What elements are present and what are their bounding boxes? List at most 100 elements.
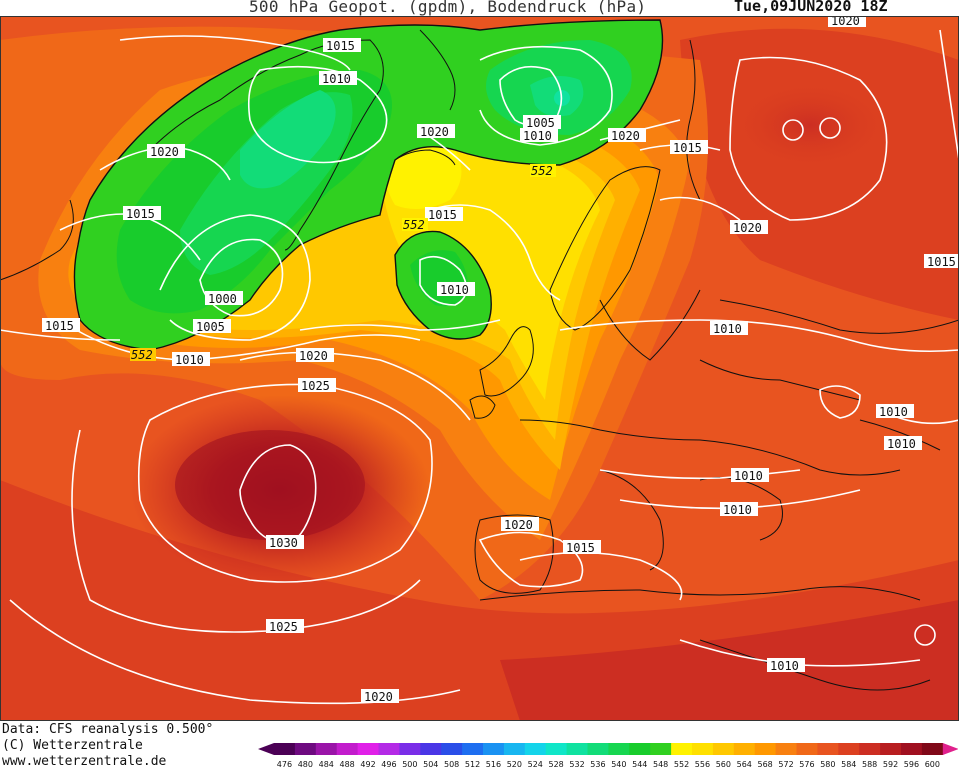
label-1015-e: 1015 bbox=[425, 207, 463, 222]
isobar-1015-north bbox=[119, 35, 351, 71]
colorbar-tick-label: 528 bbox=[549, 760, 564, 769]
colorbar-cell bbox=[629, 743, 651, 755]
svg-text:1010: 1010 bbox=[175, 353, 204, 367]
svg-text:1010: 1010 bbox=[770, 659, 799, 673]
isobar-edge-east bbox=[939, 29, 959, 161]
website-link[interactable]: www.wetterzentrale.de bbox=[2, 754, 167, 769]
colorbar-tick-label: 564 bbox=[737, 760, 752, 769]
label-1010-c: 1010 bbox=[520, 128, 558, 143]
colorbar-tick-label: 556 bbox=[695, 760, 710, 769]
svg-text:1025: 1025 bbox=[301, 379, 330, 393]
colorbar-cell bbox=[357, 743, 379, 755]
colorbar-cell bbox=[650, 743, 672, 755]
svg-text:1015: 1015 bbox=[673, 141, 702, 155]
svg-text:1015: 1015 bbox=[566, 541, 595, 555]
svg-text:552: 552 bbox=[403, 218, 425, 232]
label-1000: 1000 bbox=[205, 291, 243, 306]
isobar-1010-west bbox=[59, 319, 421, 361]
svg-text:1005: 1005 bbox=[196, 320, 225, 334]
isobar-1025-outer bbox=[71, 429, 421, 633]
colorbar-tick-label: 508 bbox=[444, 760, 459, 769]
colorbar-tick-label: 480 bbox=[298, 760, 313, 769]
label-1010-h: 1010 bbox=[731, 468, 769, 483]
geopotential-field: 1015 1010 1020 1015 1000 1005 1010 1015 … bbox=[0, 16, 959, 721]
colorbar-cell bbox=[503, 743, 526, 755]
label-1020-g: 1020 bbox=[730, 220, 768, 235]
colorbar-cell bbox=[399, 743, 421, 755]
label-1020-c: 1020 bbox=[361, 689, 399, 704]
svg-text:1025: 1025 bbox=[269, 620, 298, 634]
isobar-1030 bbox=[239, 444, 317, 546]
colorbar-cells bbox=[258, 743, 958, 755]
isobar-1010-north bbox=[479, 45, 613, 146]
isobar-labels: 1015 1010 1020 1015 1000 1005 1010 1015 … bbox=[42, 16, 959, 704]
isobar-1020-iberia bbox=[478, 531, 584, 588]
russia-coast bbox=[686, 39, 701, 201]
colorbar-tick-label: 484 bbox=[319, 760, 334, 769]
colorbar-tick-label: 504 bbox=[423, 760, 438, 769]
svg-text:1010: 1010 bbox=[734, 469, 763, 483]
colorbar-tick-label: 560 bbox=[716, 760, 731, 769]
colorbar-cell bbox=[921, 743, 944, 755]
colorbar-tick-label: 572 bbox=[778, 760, 793, 769]
field-southeast bbox=[500, 600, 959, 721]
svg-text:1020: 1020 bbox=[831, 16, 860, 28]
isobar-1015-center bbox=[429, 204, 561, 301]
colorbar-tick-label: 568 bbox=[758, 760, 773, 769]
svg-text:1010: 1010 bbox=[723, 503, 752, 517]
geopotential-labels: 552 552 552 bbox=[130, 164, 556, 362]
svg-text:1015: 1015 bbox=[45, 319, 74, 333]
svg-text:1010: 1010 bbox=[440, 283, 469, 297]
copyright-text: (C) Wetterzentrale bbox=[2, 738, 143, 753]
colorbar-cell bbox=[336, 743, 358, 755]
label-552-c: 552 bbox=[130, 348, 156, 362]
colorbar-cell bbox=[587, 743, 609, 755]
label-1015-b: 1015 bbox=[123, 206, 161, 221]
isobar-1020-south bbox=[9, 599, 461, 705]
colorbar-tick-label: 496 bbox=[381, 760, 396, 769]
british-isles bbox=[479, 326, 534, 397]
colorbar-tick-label: 524 bbox=[528, 760, 543, 769]
italy bbox=[599, 469, 664, 571]
isobar-1015-mid bbox=[0, 319, 501, 341]
label-1020-h: 1020 bbox=[501, 517, 539, 532]
colorbar-cell bbox=[692, 743, 714, 755]
north-africa-coast bbox=[479, 586, 921, 601]
svg-text:1020: 1020 bbox=[420, 125, 449, 139]
colorbar-tick-label: 584 bbox=[841, 760, 856, 769]
label-1015-d: 1015 bbox=[670, 140, 708, 155]
map-header: 500 hPa Geopot. (gpdm), Bodendruck (hPa)… bbox=[0, 0, 959, 18]
colorbar-tick-label: 600 bbox=[925, 760, 940, 769]
colorbar-cell bbox=[462, 743, 484, 755]
colorbar-tick-label: 516 bbox=[486, 760, 501, 769]
label-1020-d: 1020 bbox=[417, 124, 455, 139]
label-1020-e: 1020 bbox=[608, 128, 646, 143]
svg-text:1010: 1010 bbox=[713, 322, 742, 336]
colorbar-tick-label: 592 bbox=[883, 760, 898, 769]
isobar-1020-west bbox=[99, 146, 231, 181]
isobar-1000-low bbox=[199, 238, 284, 317]
isobar-1020-east-small-a bbox=[782, 119, 804, 141]
colorbar-cell bbox=[859, 743, 881, 755]
svalbard-coast bbox=[419, 29, 456, 111]
colorbar-cell bbox=[733, 743, 756, 755]
colorbar-cell bbox=[545, 743, 567, 755]
label-1020-a: 1020 bbox=[147, 144, 185, 159]
data-source-text: Data: CFS reanalysis 0.500° bbox=[2, 722, 214, 737]
iceland-coast bbox=[394, 149, 456, 166]
colorbar-cell bbox=[274, 743, 296, 755]
svg-text:1030: 1030 bbox=[269, 536, 298, 550]
colorbar-cell bbox=[838, 743, 860, 755]
svg-text:552: 552 bbox=[531, 164, 553, 178]
colorbar-cell bbox=[817, 743, 839, 755]
colorbar-cell bbox=[880, 743, 902, 755]
isobar-1010-east-a bbox=[819, 385, 861, 419]
label-1025-a: 1025 bbox=[298, 378, 336, 393]
isobar-1020-east-small-b bbox=[819, 117, 841, 139]
colorbar-tick-label: 512 bbox=[465, 760, 480, 769]
colorbar-arrow-low bbox=[258, 743, 274, 755]
colorbar-cell bbox=[441, 743, 463, 755]
svg-text:1010: 1010 bbox=[322, 72, 351, 86]
colorbar-cell bbox=[712, 743, 735, 755]
colorbar-tick-label: 596 bbox=[904, 760, 919, 769]
